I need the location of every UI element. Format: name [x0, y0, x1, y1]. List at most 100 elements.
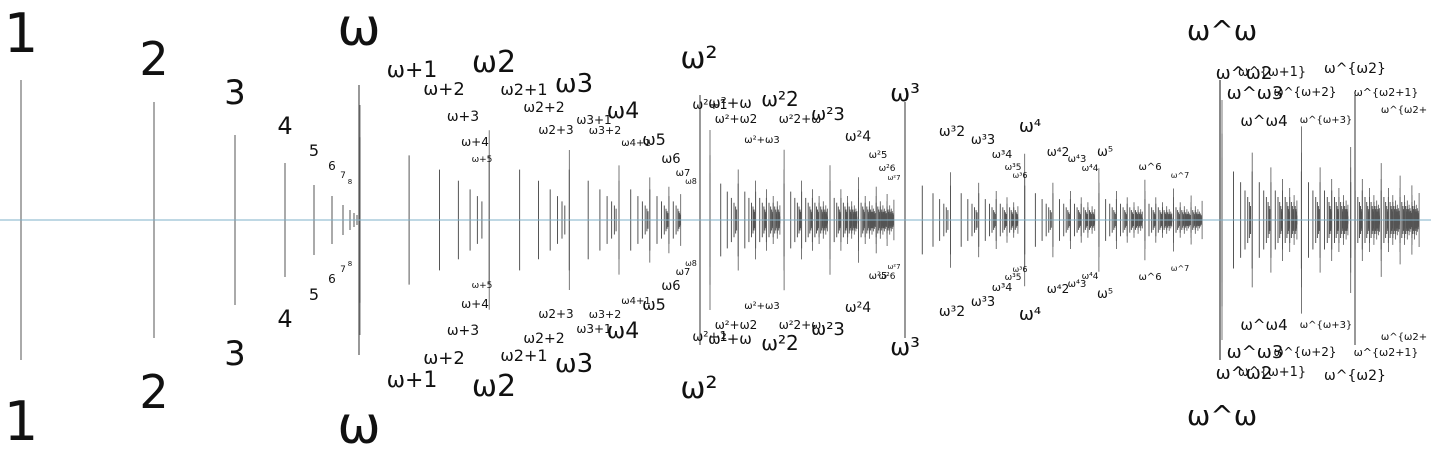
label-omega-squared-2-bottom: ω²2: [761, 331, 799, 355]
label-omega-2-plus-3-bottom: ω2+3: [538, 307, 573, 321]
label-omega-to-omega-plus-3-top: ω^{ω+3}: [1300, 115, 1353, 126]
label-omega-squared-4-bottom: ω²4: [845, 300, 871, 316]
label-omega-4th-4-bottom: ω⁴4: [1082, 272, 1099, 282]
label-omega-squared-6-top: ω²6: [879, 164, 896, 174]
label-omega-to-omega-plus-1-bottom: ω^{ω+1}: [1238, 365, 1306, 380]
label-omega-cubed-bottom: ω³: [890, 333, 920, 361]
label-omega-6-bottom: ω6: [661, 279, 680, 294]
label-eight-bottom: 8: [348, 260, 352, 268]
label-omega-top: ω: [337, 0, 381, 58]
label-seven-top: 7: [340, 171, 346, 181]
label-omega-cubed-5-bottom: ω³5: [1005, 273, 1022, 283]
label-omega-to-6-top: ω^6: [1138, 162, 1161, 173]
label-omega-squared-plus-omega-bottom: ω²+ω: [708, 330, 752, 348]
label-two-top: 2: [139, 32, 168, 86]
label-six-top: 6: [328, 159, 336, 173]
label-omega-4th-3-top: ω⁴3: [1068, 154, 1087, 165]
label-omega-4-top: ω4: [607, 99, 639, 124]
label-omega-2-plus-3-top: ω2+3: [538, 123, 573, 137]
label-omega-4th-2-bottom: ω⁴2: [1047, 282, 1070, 296]
ordinal-labels: 1122334455667788ωωω+1ω+1ω+2ω+2ω+3ω+3ω+4ω…: [4, 0, 1427, 456]
label-omega-7-top: ω7: [676, 168, 691, 179]
label-omega-squared-3-top: ω²3: [811, 104, 845, 125]
label-omega-4-bottom: ω4: [607, 319, 639, 344]
label-omega-to-omega-plus-3-bottom: ω^{ω+3}: [1300, 320, 1353, 331]
label-omega-cubed-top: ω³: [890, 79, 920, 107]
label-five-top: 5: [309, 141, 319, 160]
label-omega-squared-6-bottom: ω²6: [879, 272, 896, 282]
label-omega-4th-2-top: ω⁴2: [1047, 145, 1070, 159]
label-omega-bottom: ω: [337, 396, 381, 452]
label-four-top: 4: [277, 112, 292, 140]
label-omega-cubed-2-top: ω³2: [939, 124, 965, 140]
label-omega-squared-plus-1-top: ω²+1: [692, 98, 727, 113]
label-omega-plus-5-top: ω+5: [472, 155, 493, 165]
label-omega-to-omega-2-bottom: ω^ω2: [1216, 363, 1273, 384]
label-seven-bottom: 7: [340, 265, 346, 275]
label-omega-to-omega2-braced-top: ω^{ω2}: [1324, 61, 1386, 77]
label-one-top: 1: [4, 2, 38, 65]
label-omega-plus-1-bottom: ω+1: [387, 368, 438, 393]
label-omega-4th-top: ω⁴: [1019, 116, 1041, 137]
label-omega-3-plus-2-bottom: ω3+2: [589, 308, 621, 321]
label-omega-plus-4-top: ω+4: [461, 135, 489, 149]
label-omega-to-omega-top: ω^ω: [1187, 14, 1257, 47]
label-omega-4-plus-1-top: ω4+1: [621, 138, 650, 149]
label-omega-4th-3-bottom: ω⁴3: [1068, 279, 1087, 290]
label-omega-squared-plus-1-bottom: ω²+1: [692, 330, 727, 345]
label-omega-squared-plus-omega-2-top: ω²+ω2: [715, 112, 758, 126]
label-omega-squared-top: ω²: [680, 41, 717, 76]
label-omega-2-plus-2-top: ω2+2: [523, 100, 564, 116]
label-omega-squared-2-plus-omega-top: ω²2+ω: [779, 112, 822, 126]
label-omega-squared-4-top: ω²4: [845, 129, 871, 145]
label-omega-3-plus-1-top: ω3+1: [576, 113, 611, 127]
label-omega-plus-4-bottom: ω+4: [461, 297, 489, 311]
label-omega-8-top: ω8: [685, 177, 697, 186]
label-omega-plus-2-top: ω+2: [423, 79, 465, 100]
label-omega-squared-plus-omega-2-bottom: ω²+ω2: [715, 318, 758, 332]
label-omega-plus-1-top: ω+1: [387, 58, 438, 83]
label-omega-2-plus-2-bottom: ω2+2: [523, 331, 564, 347]
label-omega-8-bottom: ω8: [685, 259, 697, 268]
label-omega-squared-plus-omega-top: ω²+ω: [708, 94, 752, 112]
label-omega-5-bottom: ω5: [642, 295, 666, 314]
label-omega-2-plus-1-top: ω2+1: [500, 80, 547, 99]
label-omega-squared-plus-omega-3-top: ω²+ω3: [744, 135, 780, 146]
label-omega-3-bottom: ω3: [555, 349, 593, 379]
label-three-bottom: 3: [224, 334, 246, 374]
label-omega-squared-plus-omega-3-bottom: ω²+ω3: [744, 301, 780, 312]
label-omega-squared-5-top: ω²5: [869, 150, 888, 161]
label-omega-to-omega2-braced-bottom: ω^{ω2}: [1324, 368, 1386, 384]
label-four-bottom: 4: [277, 305, 292, 333]
label-omega-to-7-top: ω^7: [1171, 171, 1190, 180]
label-omega-squared-2-plus-omega-bottom: ω²2+ω: [779, 318, 822, 332]
label-omega-cubed-3-top: ω³3: [971, 133, 995, 148]
label-omega-7-bottom: ω7: [676, 267, 691, 278]
label-omega-4th-bottom: ω⁴: [1019, 304, 1041, 325]
label-omega-cubed-3-bottom: ω³3: [971, 295, 995, 310]
label-omega-2-plus-1-bottom: ω2+1: [500, 346, 547, 365]
label-omega-squared-3-bottom: ω²3: [811, 319, 845, 340]
label-omega-to-omega2-plus-1-top: ω^{ω2+1}: [1354, 86, 1419, 99]
label-omega-to-omega-plus-2-top: ω^{ω+2}: [1273, 85, 1336, 99]
label-omega-3-plus-2-top: ω3+2: [589, 124, 621, 137]
label-omega-plus-5-bottom: ω+5: [472, 281, 493, 291]
label-omega-cubed-5-top: ω³5: [1005, 163, 1022, 173]
label-omega-to-7-bottom: ω^7: [1171, 264, 1190, 273]
label-omega-6-top: ω6: [661, 152, 680, 167]
label-omega-cubed-4-bottom: ω³4: [992, 281, 1013, 294]
label-omega-squared-7-top: ω²7: [887, 174, 900, 182]
label-omega-cubed-2-bottom: ω³2: [939, 304, 965, 320]
label-omega-to-omega-2-top: ω^ω2: [1216, 63, 1273, 84]
label-three-top: 3: [224, 73, 246, 113]
label-omega-plus-2-bottom: ω+2: [423, 348, 465, 369]
label-one-bottom: 1: [4, 390, 38, 452]
label-omega-to-omega-4-top: ω^ω4: [1240, 112, 1287, 130]
label-omega-cubed-6-top: ω³6: [1013, 171, 1028, 180]
label-omega-to-omega-3-top: ω^ω3: [1227, 83, 1284, 104]
label-five-bottom: 5: [309, 285, 319, 304]
label-omega-to-omega-bottom: ω^ω: [1187, 399, 1257, 432]
label-omega-to-omega-4-bottom: ω^ω4: [1240, 316, 1287, 334]
